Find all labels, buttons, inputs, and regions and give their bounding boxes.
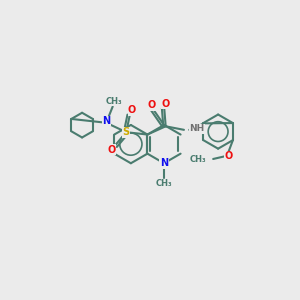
Text: O: O [128,105,136,116]
Text: CH₃: CH₃ [190,155,207,164]
Text: CH₃: CH₃ [106,97,122,106]
Text: O: O [147,100,155,110]
Text: O: O [107,145,116,155]
Text: CH₃: CH₃ [156,179,172,188]
Text: O: O [224,151,232,161]
Text: S: S [123,127,130,137]
Text: NH: NH [189,124,205,133]
Text: O: O [162,99,170,109]
Text: N: N [160,158,168,168]
Text: N: N [102,116,110,126]
